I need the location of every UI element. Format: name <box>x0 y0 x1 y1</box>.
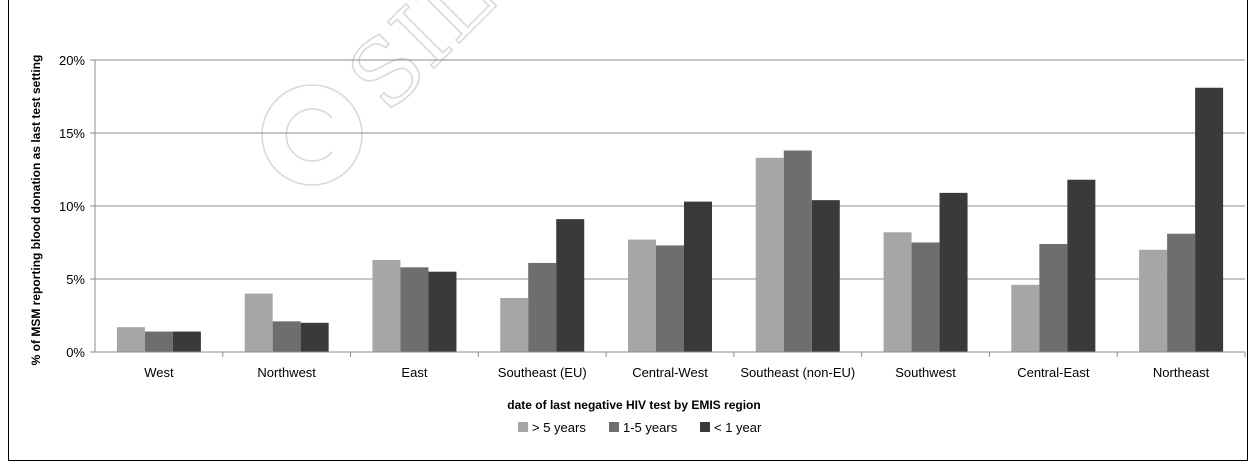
bars <box>116 87 1224 353</box>
bar-1-5-years-east <box>400 267 429 352</box>
x-tick-label: West <box>144 365 174 380</box>
bar-1-5-years-southeast-eu- <box>528 262 557 352</box>
watermark: SIL <box>261 0 514 186</box>
bar--1-year-central-east <box>1067 179 1096 352</box>
bar-1-5-years-west <box>144 331 173 352</box>
legend: > 5 years 1-5 years < 1 year <box>518 420 762 435</box>
bar--1-year-southwest <box>939 192 968 352</box>
bar--5-years-southwest <box>883 232 912 352</box>
y-axis-title: % of MSM reporting blood donation as las… <box>29 55 43 366</box>
y-tick-label: 20% <box>59 53 85 68</box>
y-tick-label: 0% <box>66 345 85 360</box>
bar--5-years-central-west <box>628 239 656 352</box>
chart-frame <box>8 0 1248 461</box>
bar--1-year-east <box>428 271 457 352</box>
legend-label: > 5 years <box>532 420 586 435</box>
bar--5-years-northeast <box>1139 249 1168 352</box>
legend-label: 1-5 years <box>623 420 678 435</box>
x-tick-label: Northeast <box>1153 365 1210 380</box>
bar--5-years-east <box>372 260 401 352</box>
x-tick-label: Southwest <box>895 365 956 380</box>
bar-1-5-years-northeast <box>1167 233 1196 352</box>
bar--1-year-northwest <box>300 322 329 352</box>
x-tick-label: Southeast (EU) <box>498 365 587 380</box>
bar-1-5-years-southeast-non-eu- <box>783 150 812 352</box>
bar-1-5-years-northwest <box>272 321 301 352</box>
bar--1-year-northeast <box>1195 87 1224 353</box>
y-tick-label: 5% <box>66 272 85 287</box>
bar--1-year-central-west <box>684 201 712 352</box>
legend-label: < 1 year <box>714 420 762 435</box>
x-tick-label: East <box>401 365 427 380</box>
bar--5-years-northwest <box>244 293 273 352</box>
bar--5-years-southeast-eu- <box>500 297 529 352</box>
y-tick-label: 15% <box>59 126 85 141</box>
legend-swatch <box>700 422 710 432</box>
legend-swatch <box>609 422 619 432</box>
bar--5-years-west <box>116 327 145 352</box>
bar--5-years-southeast-non-eu- <box>755 157 784 352</box>
legend-swatch <box>518 422 528 432</box>
axes: 0% 5% 10% 15% 20% West Northwest East Southeast … <box>59 53 1246 380</box>
x-axis-title: date of last negative HIV test by EMIS r… <box>507 398 760 412</box>
bar--1-year-southeast-eu- <box>556 219 585 352</box>
y-tick-label: 10% <box>59 199 85 214</box>
bar-1-5-years-central-east <box>1039 243 1068 352</box>
bar-1-5-years-central-west <box>656 245 684 352</box>
x-tick-label: Central-East <box>1017 365 1090 380</box>
bar-1-5-years-southwest <box>911 242 940 352</box>
x-tick-label: Central-West <box>632 365 708 380</box>
bar--5-years-central-east <box>1011 284 1040 352</box>
bar--1-year-west <box>172 331 201 352</box>
x-tick-label: Southeast (non-EU) <box>740 365 855 380</box>
x-tick-label: Northwest <box>257 365 316 380</box>
bar--1-year-southeast-non-eu- <box>811 200 840 352</box>
